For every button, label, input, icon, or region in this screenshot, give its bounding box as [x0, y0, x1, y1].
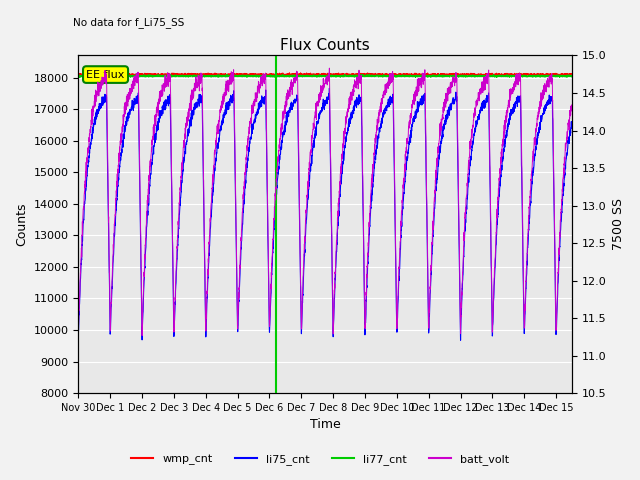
Y-axis label: Counts: Counts: [15, 203, 28, 246]
Text: EE flux: EE flux: [86, 70, 125, 80]
Title: Flux Counts: Flux Counts: [280, 38, 370, 53]
Legend: wmp_cnt, li75_cnt, li77_cnt, batt_volt: wmp_cnt, li75_cnt, li77_cnt, batt_volt: [127, 450, 513, 469]
X-axis label: Time: Time: [310, 419, 340, 432]
Y-axis label: 7500 SS: 7500 SS: [612, 198, 625, 250]
Text: No data for f_Li75_SS: No data for f_Li75_SS: [74, 18, 185, 28]
